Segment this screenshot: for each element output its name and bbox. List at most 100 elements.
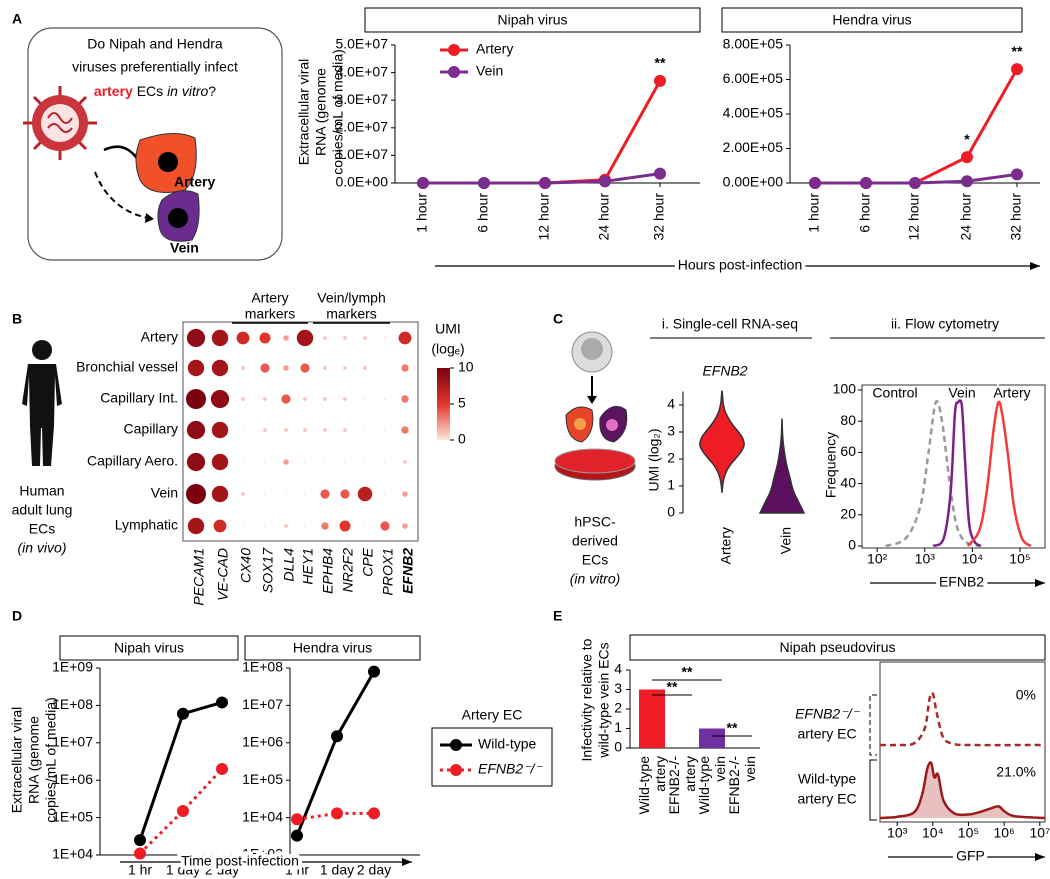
point	[1011, 168, 1023, 181]
title-box	[59, 635, 239, 661]
y-tick-label: 0	[614, 739, 622, 755]
dot	[384, 461, 386, 463]
x-tick-label: 32 hour	[651, 193, 667, 241]
dot	[264, 525, 266, 527]
legend-marker	[450, 764, 462, 776]
nucleus	[606, 419, 618, 431]
sample-label: adult lung	[12, 502, 73, 518]
culture-dish-top	[554, 448, 636, 474]
dot	[285, 493, 287, 495]
arrow-head	[1035, 853, 1045, 861]
dot	[363, 366, 367, 370]
dot	[343, 397, 347, 401]
series-line	[138, 700, 223, 841]
y-axis-label: copies/mL of media)	[330, 49, 346, 175]
title-box	[721, 7, 1023, 33]
plot-frame	[879, 661, 1046, 823]
sample-label: derived	[572, 533, 618, 549]
x-tick-label: 10⁷	[1029, 825, 1050, 841]
dot	[323, 336, 327, 340]
nucleus	[158, 152, 178, 172]
legend-title: Artery EC	[462, 707, 523, 723]
column-label: DLL4	[281, 548, 297, 582]
dot	[211, 421, 229, 439]
cell-label: Vein	[170, 240, 199, 256]
panel-letter: E	[553, 608, 562, 624]
dot	[403, 460, 407, 464]
nucleus	[574, 418, 586, 430]
title-box	[364, 7, 701, 33]
y-axis-label: wild-type vein ECs	[596, 642, 612, 758]
y-axis-label: Frequency	[823, 432, 839, 498]
chart-title: Hendra virus	[832, 12, 911, 28]
dot	[401, 395, 409, 403]
dot	[364, 525, 366, 527]
dot	[344, 461, 346, 463]
row-label: Lymphatic	[115, 517, 178, 533]
bar	[699, 728, 725, 748]
dot	[304, 493, 306, 495]
x-tick-label: 1 hr	[128, 862, 152, 878]
x-tick-label: 10⁴	[962, 551, 984, 567]
chart-title: Nipah virus	[114, 640, 184, 656]
group-label: markers	[326, 306, 377, 322]
dot	[398, 331, 412, 345]
label-line: Wild-type	[696, 756, 712, 815]
nucleus	[168, 208, 188, 228]
x-tick-label: 2 day	[357, 862, 391, 878]
matrix-frame	[182, 321, 419, 542]
y-tick-label: 1E+06	[52, 771, 93, 787]
row-label: Artery	[141, 329, 178, 345]
colorbar-tick-label: 5	[458, 395, 466, 411]
x-tick-label: 10³	[887, 825, 908, 841]
x-tick-label: 6 hour	[475, 193, 491, 233]
panel-letter: D	[12, 608, 22, 624]
significance: **	[667, 679, 678, 695]
column-label: PECAM1	[191, 548, 207, 606]
x-tick-label: 6 hour	[857, 193, 873, 233]
dot	[402, 491, 408, 497]
point	[291, 829, 303, 842]
dot	[384, 367, 386, 369]
point	[809, 177, 821, 189]
dot	[241, 397, 245, 401]
x-tick-label: 32 hour	[1008, 193, 1024, 241]
dot	[241, 492, 245, 496]
colorbar-title: UMI	[435, 321, 461, 337]
chart-title: EFNB2	[702, 363, 747, 379]
x-tick-label: 1 day	[166, 862, 200, 878]
dot	[186, 484, 206, 504]
y-tick-label: 1.0E+07	[335, 146, 388, 162]
panel-header: i. Single-cell RNA-seq	[662, 316, 798, 332]
y-tick-label: 40	[840, 474, 856, 490]
plot-frame	[861, 384, 1046, 549]
x-tick-label: Artery	[718, 527, 734, 564]
dot	[242, 525, 244, 527]
dot	[364, 429, 366, 431]
y-tick-label: 4	[614, 661, 622, 677]
label-line: EFNB2-/-	[726, 756, 742, 815]
question-part: ECs	[133, 83, 167, 99]
x-tick-label: 12 hour	[536, 193, 552, 241]
dot	[384, 429, 386, 431]
x-tick-label: 10⁴	[922, 825, 944, 841]
y-axis-label: copies/mL of media)	[43, 697, 59, 823]
dot	[210, 389, 230, 409]
point	[909, 177, 921, 189]
point	[654, 167, 666, 180]
column-label: NR2F2	[340, 548, 356, 593]
dot	[259, 332, 271, 344]
point	[654, 74, 666, 87]
y-axis-label: Extracellular viral	[296, 59, 312, 166]
column-label: VE-CAD	[215, 548, 231, 601]
x-tick-label: 1 hr	[285, 862, 309, 878]
density-line	[932, 398, 982, 548]
sample-label: (in vivo)	[17, 540, 66, 556]
series-line	[423, 80, 662, 185]
legend-label: Vein	[476, 63, 503, 79]
series-line	[138, 767, 224, 855]
y-tick-label: 1E+04	[242, 808, 283, 824]
colorbar-title: (logₑ)	[431, 341, 464, 357]
dot	[303, 397, 307, 401]
arrow-head	[402, 858, 412, 866]
